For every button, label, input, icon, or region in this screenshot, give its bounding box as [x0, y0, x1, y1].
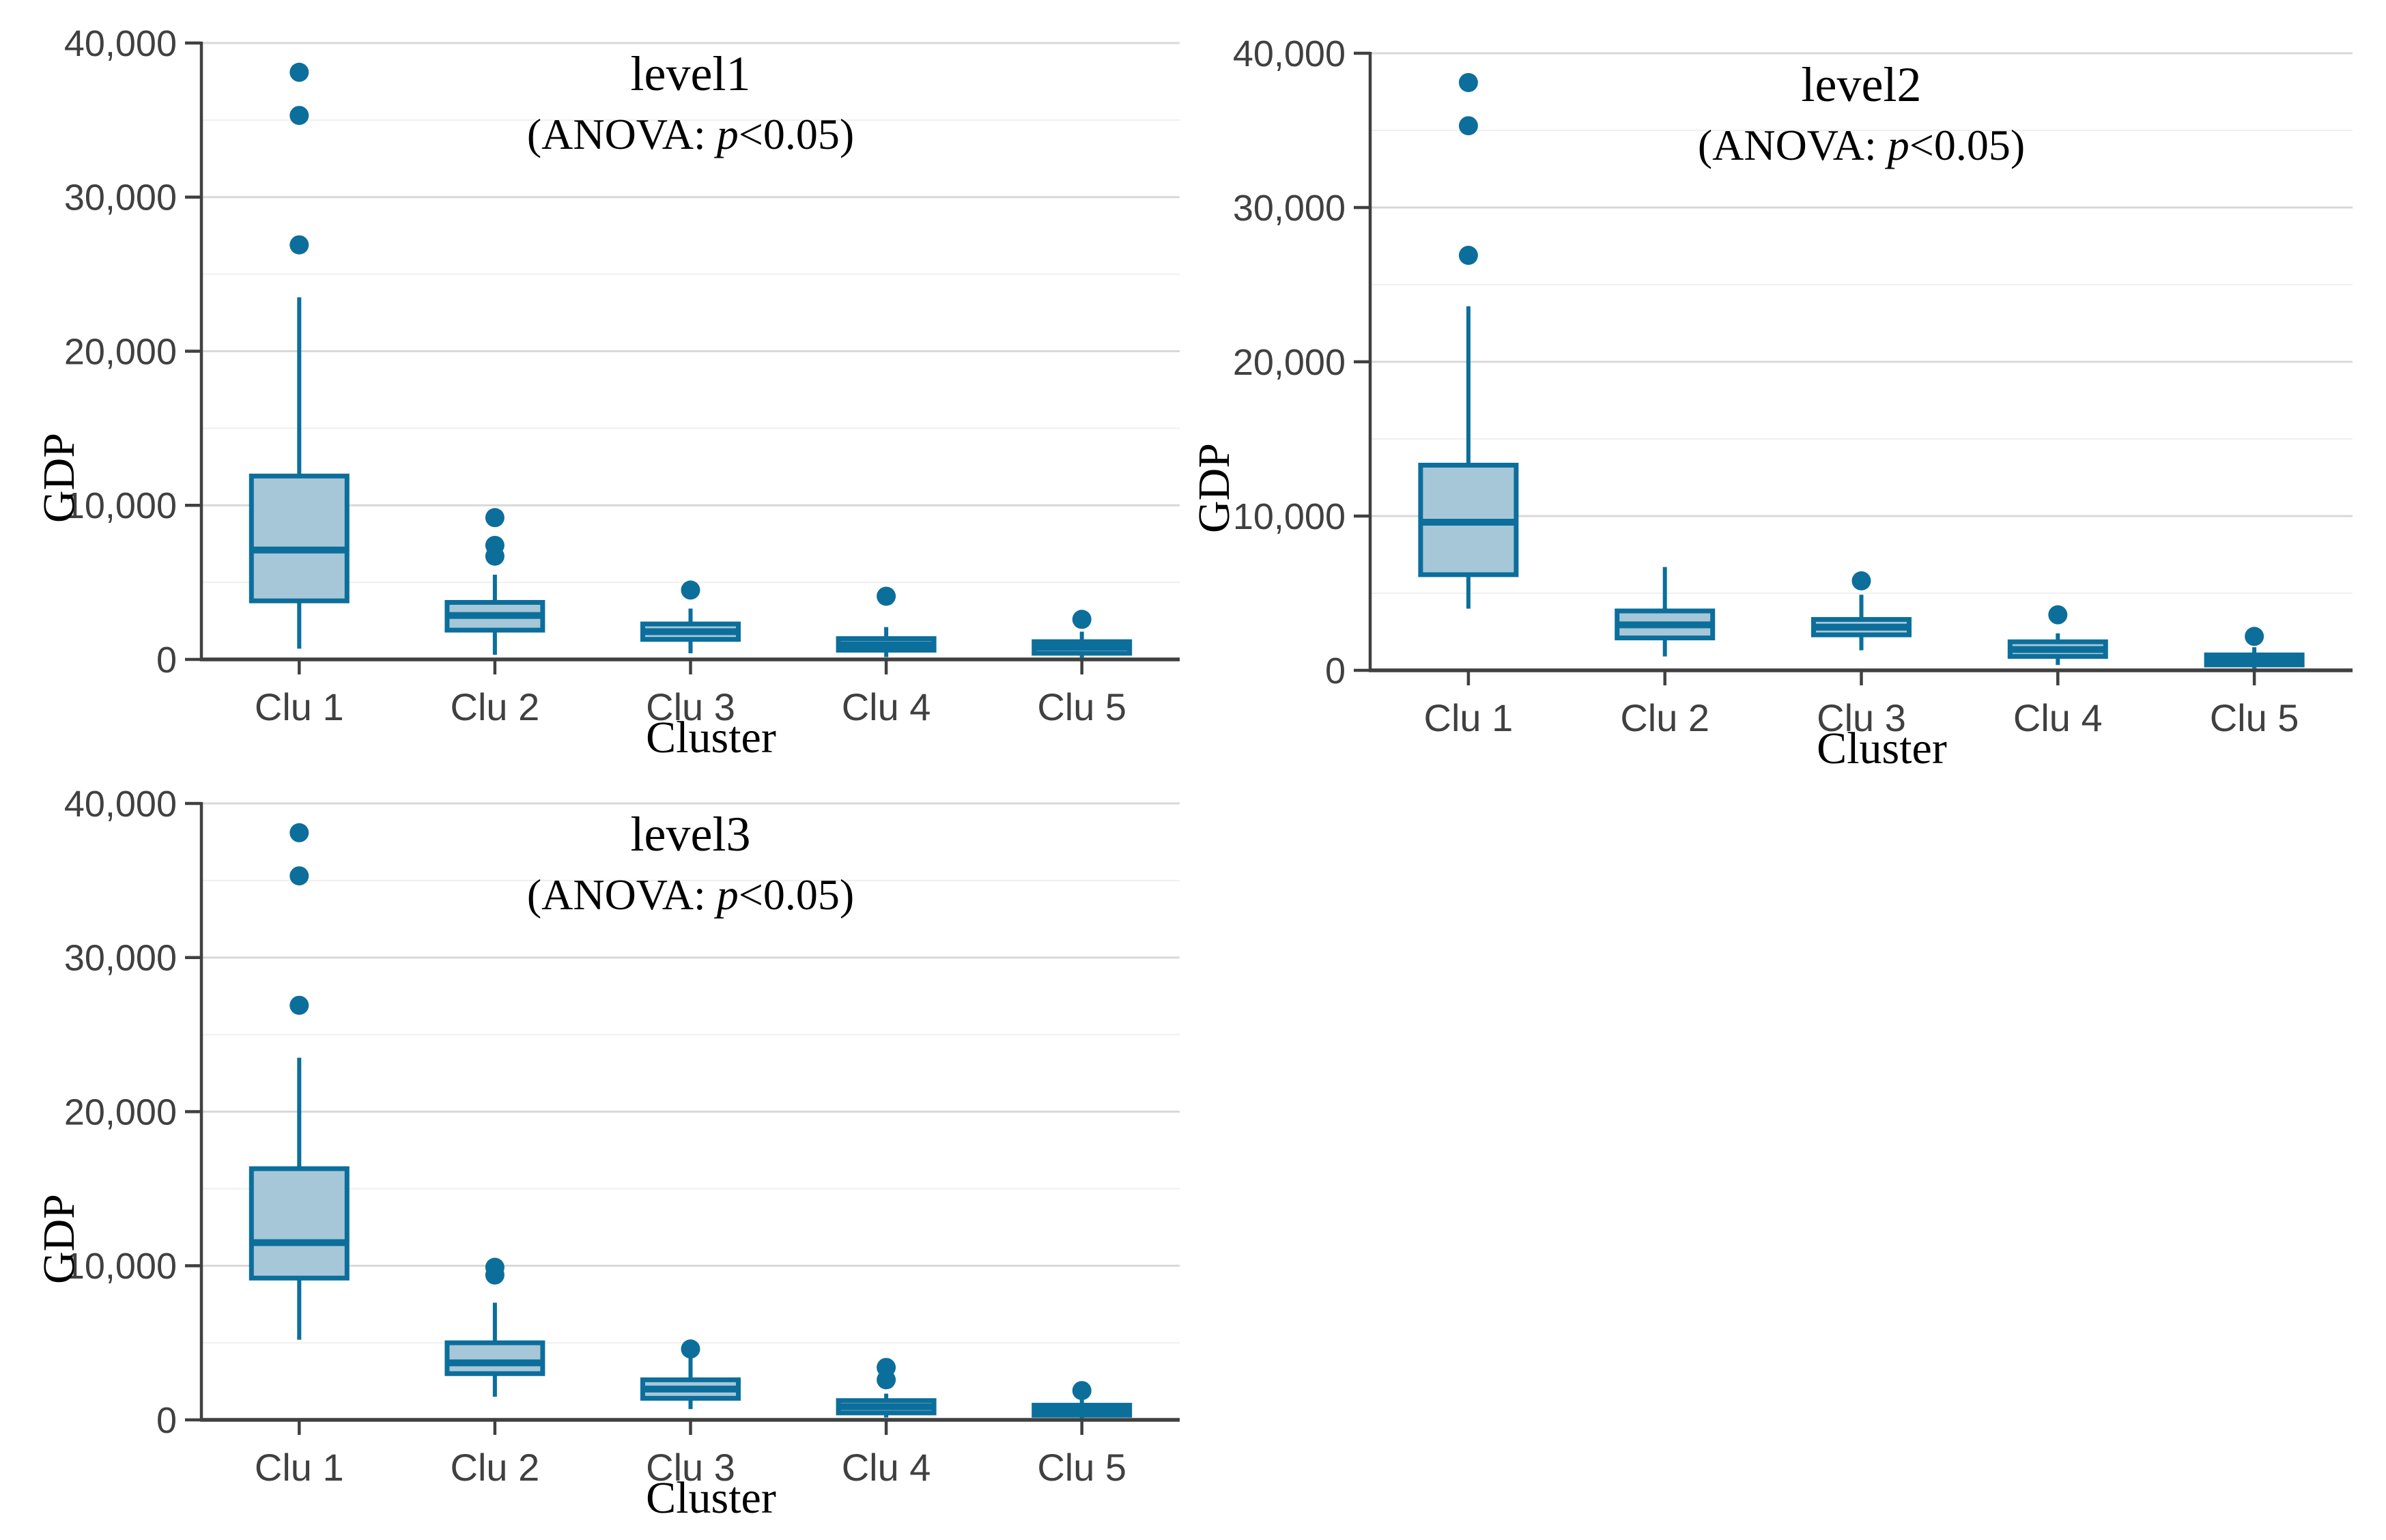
y-tick-label: 20,000: [64, 331, 177, 372]
subtitle-prefix: (ANOVA:: [527, 870, 717, 919]
x-tick-label: Clu 3: [1817, 696, 1906, 739]
outlier-dot: [1458, 72, 1478, 92]
box-clu-5: [1032, 1381, 1133, 1418]
box-clu-5: [2204, 627, 2305, 669]
outlier-dot: [485, 535, 505, 555]
subtitle-p: p: [1885, 121, 1909, 169]
iqr-box: [248, 473, 350, 603]
outlier-dot: [1072, 1381, 1092, 1401]
x-tick-label: Clu 1: [1424, 696, 1514, 739]
x-axis-title: Cluster: [646, 1473, 776, 1523]
outlier-dot: [1458, 246, 1478, 266]
outlier-dot: [1458, 116, 1478, 136]
subtitle-prefix: (ANOVA:: [527, 110, 717, 158]
chart-title: level3: [631, 807, 751, 861]
x-tick-label: Clu 1: [255, 685, 344, 728]
x-tick-label: Clu 2: [451, 685, 540, 728]
iqr-box: [248, 1166, 350, 1281]
iqr-box: [444, 1340, 545, 1376]
box-clu-2: [444, 1257, 545, 1397]
x-tick-label: Clu 1: [255, 1446, 344, 1489]
y-axis-title: GDP: [34, 433, 84, 523]
subtitle-suffix: <0.05): [739, 870, 854, 919]
outlier-dot: [1851, 571, 1871, 590]
x-axis-title: Cluster: [646, 713, 776, 762]
y-tick-label: 40,000: [64, 23, 177, 64]
x-tick-label: Clu 5: [2210, 696, 2299, 739]
y-tick-label: 30,000: [1233, 188, 1346, 229]
box-clu-3: [1811, 571, 1912, 651]
outlier-dot: [877, 586, 896, 606]
y-tick-label: 20,000: [64, 1092, 177, 1132]
outlier-dot: [1072, 610, 1092, 629]
outlier-dot: [289, 866, 309, 886]
y-tick-label: 30,000: [64, 938, 177, 979]
x-tick-label: Clu 4: [842, 1446, 931, 1489]
subtitle-p: p: [714, 870, 739, 919]
outlier-dot: [289, 235, 309, 255]
outlier-dot: [681, 1339, 700, 1359]
box-clu-1: [1418, 72, 1519, 609]
x-tick-label: Clu 4: [2013, 696, 2103, 739]
y-tick-label: 10,000: [64, 1246, 177, 1287]
x-tick-label: Clu 5: [1037, 1446, 1126, 1489]
y-tick-label: 10,000: [64, 485, 177, 526]
box-clu-2: [444, 508, 545, 655]
chart-title: level2: [1802, 57, 1922, 112]
outlier-dot: [877, 1358, 896, 1378]
box-clu-4: [2007, 605, 2108, 666]
y-tick-label: 0: [156, 640, 177, 681]
chart-title: level1: [631, 46, 751, 101]
x-tick-label: Clu 2: [451, 1446, 540, 1489]
subtitle-p: p: [714, 110, 739, 158]
subtitle-prefix: (ANOVA:: [1698, 121, 1888, 169]
outlier-dot: [485, 508, 505, 528]
outlier-dot: [681, 580, 700, 600]
box-clu-3: [640, 1339, 741, 1410]
y-tick-label: 0: [156, 1400, 177, 1441]
y-tick-label: 10,000: [1233, 496, 1346, 537]
x-tick-label: Clu 5: [1037, 685, 1126, 728]
outlier-dot: [289, 995, 309, 1015]
outlier-dot: [485, 1257, 505, 1277]
outlier-dot: [289, 62, 309, 82]
subtitle-suffix: <0.05): [739, 110, 854, 158]
x-tick-label: Clu 2: [1620, 696, 1709, 739]
x-tick-label: Clu 4: [842, 685, 931, 728]
y-tick-label: 30,000: [64, 177, 177, 218]
chart-subtitle: (ANOVA: p<0.05): [1698, 121, 2025, 169]
y-axis-title: GDP: [34, 1194, 84, 1284]
chart-subtitle: (ANOVA: p<0.05): [527, 110, 854, 158]
y-tick-label: 0: [1325, 651, 1346, 691]
y-tick-label: 40,000: [64, 784, 177, 825]
box-clu-3: [640, 580, 741, 653]
box-clu-5: [1032, 610, 1133, 658]
y-tick-label: 20,000: [1233, 342, 1346, 383]
outlier-dot: [289, 106, 309, 126]
y-axis-title: GDP: [1189, 443, 1239, 533]
box-clu-4: [836, 586, 937, 657]
x-tick-label: Clu 3: [646, 685, 735, 728]
box-clu-4: [836, 1358, 937, 1418]
chart-level1: 0 10,000 20,000 30,000 40,000 Clu 1 Clu 2 Clu 3…: [34, 23, 1180, 762]
box-clu-2: [1615, 567, 1716, 657]
box-clu-1: [248, 823, 350, 1340]
outlier-dot: [2245, 627, 2264, 646]
outlier-dot: [289, 823, 309, 842]
y-tick-label: 40,000: [1233, 33, 1346, 74]
box-clu-1: [248, 62, 350, 649]
chart-level3: 0 10,000 20,000 30,000 40,000 Clu 1 Clu 2 Clu 3…: [34, 784, 1180, 1523]
outlier-dot: [2048, 605, 2068, 625]
x-axis-title: Cluster: [1817, 724, 1947, 773]
subtitle-suffix: <0.05): [1909, 121, 2025, 169]
x-tick-label: Clu 3: [646, 1446, 735, 1489]
chart-subtitle: (ANOVA: p<0.05): [527, 870, 854, 919]
chart-level2: 0 10,000 20,000 30,000 40,000 Clu 1 Clu 2 Clu 3…: [1189, 33, 2353, 773]
